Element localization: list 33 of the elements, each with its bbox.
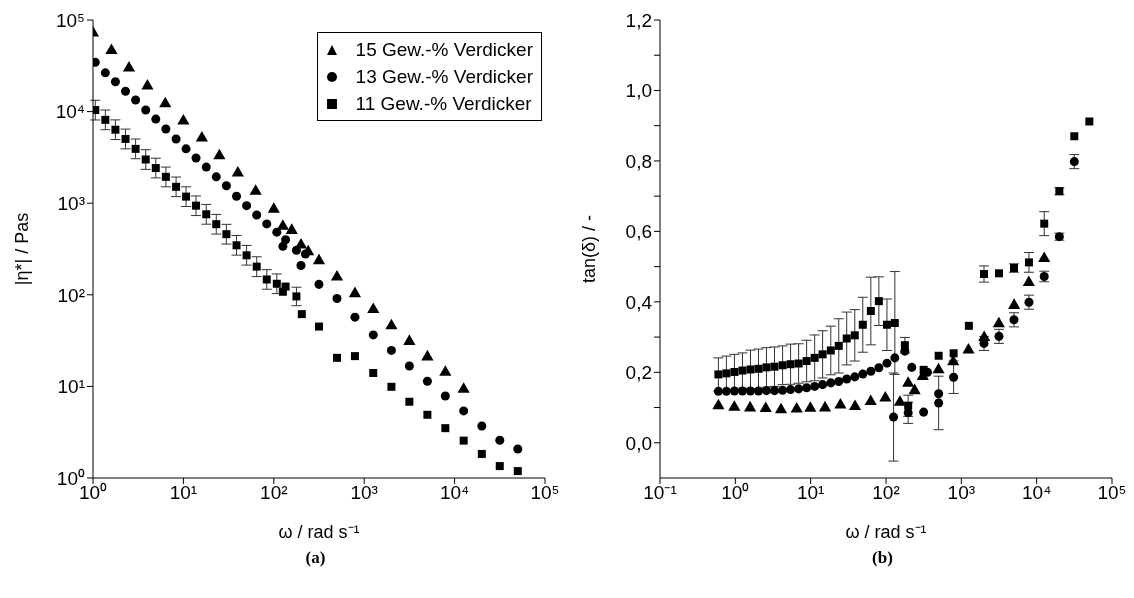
- x-tick-label: 10²: [260, 482, 288, 504]
- y-tick-label: 10⁴: [55, 101, 85, 123]
- x-tick-label: 10⁻¹: [643, 482, 677, 504]
- x-tick-label: 10⁰: [721, 482, 750, 504]
- y-tick-label: 0,2: [625, 362, 652, 384]
- x-tick-label: 10⁵: [1097, 482, 1127, 504]
- y-axis-title: tan(δ) / -: [579, 214, 600, 284]
- y-axis-title: |η*| / Pas: [12, 212, 33, 286]
- x-axis-title: ω / rad s⁻¹: [845, 522, 927, 542]
- legend-label: 13 Gew.-% Verdicker: [355, 65, 533, 89]
- x-tick-label: 10²: [872, 482, 900, 504]
- y-tick-label: 10⁵: [55, 9, 85, 31]
- x-tick-label: 10⁴: [439, 482, 470, 504]
- y-tick-label: 0,4: [625, 291, 653, 313]
- y-tick-label: 1,0: [625, 80, 652, 102]
- x-tick-label: 10³: [350, 482, 378, 504]
- x-tick-label: 10¹: [796, 482, 825, 504]
- text: (a): [304, 548, 327, 568]
- y-tick-label: 0,6: [625, 221, 652, 243]
- y-tick-label: 0,0: [625, 432, 652, 454]
- y-tick-label: 10²: [57, 284, 85, 306]
- x-axis-title: ω / rad s⁻¹: [278, 522, 360, 542]
- x-tick-label: 10³: [947, 482, 976, 504]
- x-tick-label: 10⁵: [530, 482, 560, 504]
- legend-label: 11 Gew.-% Verdicker: [355, 92, 532, 116]
- x-tick-label: 10¹: [169, 482, 198, 504]
- y-tick-label: 1,2: [625, 9, 652, 31]
- legend-label: 15 Gew.-% Verdicker: [355, 38, 533, 62]
- x-tick-label: 10⁴: [1022, 482, 1052, 504]
- text: (b): [871, 548, 894, 568]
- y-tick-label: 10¹: [57, 376, 85, 398]
- y-tick-label: 0,8: [625, 150, 652, 172]
- y-tick-label: 10³: [57, 192, 85, 214]
